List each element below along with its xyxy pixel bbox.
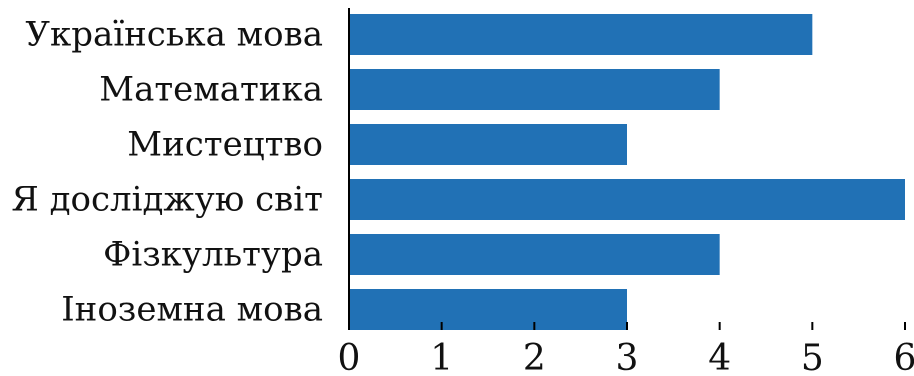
bars-layer: [349, 14, 905, 330]
category-labels-layer: Українська мова Математика Мистецтво Я досл…: [11, 15, 323, 330]
bar-5: [349, 234, 720, 275]
x-tick-label: 4: [708, 338, 731, 376]
x-tick-label: 5: [801, 338, 824, 376]
x-tick-label: 2: [523, 338, 546, 376]
category-label: Фізкультура: [103, 235, 323, 275]
bar-1: [349, 14, 813, 55]
bar-2: [349, 69, 720, 110]
bar-6: [349, 289, 627, 330]
axes-layer: 0 1 2 3 4 5 6: [338, 8, 914, 376]
category-label: Мистецтво: [127, 125, 323, 165]
category-label: Я досліджую світ: [11, 180, 323, 220]
x-tick-label: 3: [616, 338, 639, 376]
category-label: Українська мова: [25, 15, 323, 55]
bar-4: [349, 179, 905, 220]
x-tick-label: 1: [430, 338, 453, 376]
category-label: Іноземна мова: [61, 290, 323, 330]
x-tick-label: 6: [894, 338, 914, 376]
category-label: Математика: [99, 70, 323, 110]
x-tick-label: 0: [338, 338, 361, 376]
bar-3: [349, 124, 627, 165]
